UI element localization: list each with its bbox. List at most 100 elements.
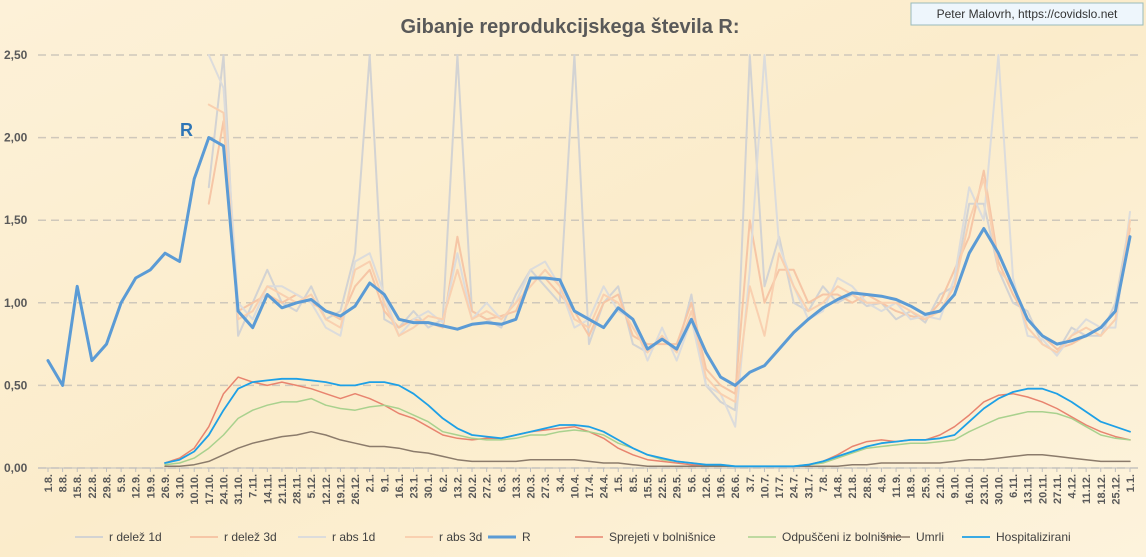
x-tick-label: 17.4. (584, 474, 596, 498)
x-tick-label: 8.5. (628, 474, 640, 492)
x-tick-label: 31.10. (233, 474, 245, 505)
x-tick-label: 23.1. (409, 474, 421, 498)
x-tick-label: 19.9. (145, 474, 157, 498)
x-tick-label: 30.10. (993, 474, 1005, 505)
x-tick-label: 9.10. (950, 474, 962, 498)
x-tick-label: 1.8. (43, 474, 55, 492)
x-tick-label: 1.5. (613, 474, 625, 492)
legend-label: Odpuščeni iz bolnišnic (782, 530, 901, 544)
y-tick-label: 1,50 (4, 213, 28, 227)
x-tick-label: 3.4. (555, 474, 567, 492)
axis: 0,000,501,001,502,002,501.8. 8.8. 15.8. 22.… (4, 48, 1138, 505)
x-tick-label: 21.8. (847, 474, 859, 498)
x-tick-label: 12.9. (131, 474, 143, 498)
x-tick-label: 17.7. (774, 474, 786, 498)
x-tick-label: 19.6. (716, 474, 728, 498)
x-tick-label: 26.6. (730, 474, 742, 498)
x-tick-label: 7.8. (818, 474, 830, 492)
x-tick-label: 23.10. (979, 474, 991, 505)
x-tick-label: 18.9. (906, 474, 918, 498)
series-line (164, 377, 1131, 468)
x-tick-label: 2.10. (935, 474, 947, 498)
x-tick-label: 12.12. (321, 474, 333, 505)
x-tick-label: 24.10. (218, 474, 230, 505)
x-tick-label: 16.10. (964, 474, 976, 505)
x-tick-label: 28.11. (292, 474, 304, 504)
y-tick-label: 0,50 (4, 378, 28, 392)
x-tick-label: 2.1. (365, 474, 377, 492)
source-box (910, 2, 1144, 26)
x-tick-label: 20.2. (467, 474, 479, 498)
source: Peter Malovrh, https://covidslo.net (937, 7, 1118, 21)
x-tick-label: 3.7. (745, 474, 757, 492)
y-tick-label: 2,50 (4, 48, 28, 62)
x-tick-label: 6.11. (1008, 474, 1020, 498)
legend-label: Umrli (916, 530, 944, 544)
x-tick-label: 15.5. (642, 474, 654, 498)
legend-label: Sprejeti v bolnišnice (609, 530, 716, 544)
x-tick-label: 9.1. (379, 474, 391, 492)
x-tick-label: 5.9. (116, 474, 128, 492)
x-tick-label: 24.7. (789, 474, 801, 498)
legend-label: Hospitalizirani (996, 530, 1071, 544)
x-tick-label: 10.4. (569, 474, 581, 498)
x-tick-label: 31.7. (803, 474, 815, 498)
x-tick-label: 22.5. (657, 474, 669, 498)
x-tick-label: 5.12. (306, 474, 318, 498)
y-tick-label: 1,00 (4, 296, 28, 310)
x-tick-label: 13.2. (452, 474, 464, 498)
x-tick-label: 27.3. (540, 474, 552, 498)
x-tick-label: 12.6. (701, 474, 713, 498)
x-tick-label: 27.11. (1052, 474, 1064, 504)
x-tick-label: 30.1. (423, 474, 435, 498)
x-tick-label: 29.8. (101, 474, 113, 498)
x-tick-label: 17.10. (204, 474, 216, 505)
x-tick-label: 27.2. (482, 474, 494, 498)
x-tick-label: 10.10. (189, 474, 201, 505)
series-line (164, 430, 1131, 468)
x-tick-label: 20.3. (526, 474, 538, 498)
x-tick-label: 11.9. (891, 474, 903, 498)
x-tick-label: 6.2. (438, 474, 450, 492)
x-tick-label: 13.3. (511, 474, 523, 498)
annotation: R (180, 120, 193, 140)
plot (46, 54, 1132, 468)
x-tick-label: 20.11. (1037, 474, 1049, 504)
x-tick-label: 15.8. (72, 474, 84, 498)
series-line (46, 136, 1132, 387)
x-tick-label: 5.6. (686, 474, 698, 492)
x-tick-label: 14.11. (262, 474, 274, 504)
x-tick-label: 26.12. (350, 474, 362, 505)
series-line (164, 376, 1131, 468)
x-tick-label: 28.8. (862, 474, 874, 498)
x-tick-label: 21.11. (277, 474, 289, 504)
x-tick-label: 7.11. (248, 474, 260, 498)
legend-label: R (522, 530, 531, 544)
x-tick-label: 22.8. (87, 474, 99, 498)
x-tick-label: 4.12. (1067, 474, 1079, 498)
legend-label: r delež 1d (109, 530, 162, 544)
y-tick-label: 0,00 (4, 461, 28, 475)
legend-label: r delež 3d (224, 530, 277, 544)
x-tick-label: 3.10. (175, 474, 187, 498)
legend-label: r abs 1d (332, 530, 375, 544)
x-tick-label: 14.8. (833, 474, 845, 498)
x-tick-label: 13.11. (1023, 474, 1035, 504)
x-tick-label: 25.12. (1110, 474, 1122, 505)
x-tick-label: 29.5. (672, 474, 684, 498)
x-tick-label: 8.8. (58, 474, 70, 492)
x-tick-label: 4.9. (876, 474, 888, 492)
x-tick-label: 1.1. (1125, 474, 1137, 492)
x-tick-label: 25.9. (920, 474, 932, 498)
x-tick-label: 11.12. (1081, 474, 1093, 504)
legend-label: r abs 3d (439, 530, 482, 544)
y-tick-label: 2,00 (4, 131, 28, 145)
x-tick-label: 16.1. (394, 474, 406, 498)
legend: r delež 1d r delež 3d r abs 1d r abs 3d R Spr… (75, 530, 1071, 544)
x-tick-label: 10.7. (759, 474, 771, 498)
x-tick-label: 6.3. (496, 474, 508, 492)
x-tick-label: 26.9. (160, 474, 172, 498)
x-tick-label: 24.4. (599, 474, 611, 498)
